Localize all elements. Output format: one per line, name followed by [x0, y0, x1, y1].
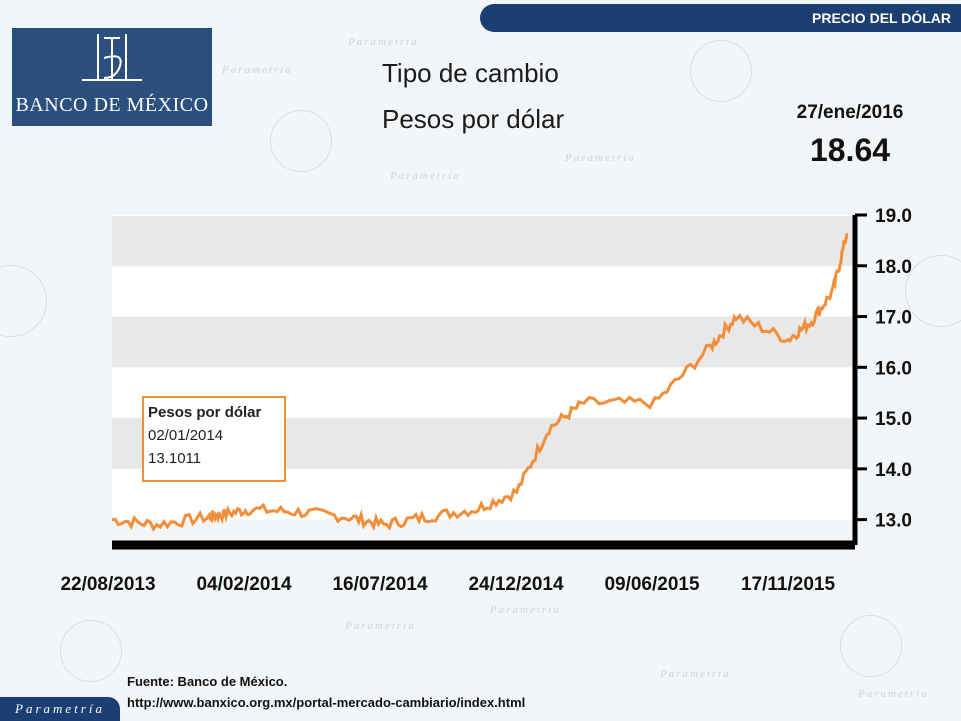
x-tick-label: 17/11/2015	[741, 574, 835, 595]
watermark-text: Parametría	[222, 64, 293, 76]
tooltip-date: 02/01/2014	[148, 427, 224, 444]
watermark-circle	[840, 615, 902, 677]
watermark-text: Parametría	[565, 152, 636, 164]
source-url[interactable]: http://www.banxico.org.mx/portal-mercado…	[127, 695, 526, 710]
watermark-text: Parametría	[345, 620, 416, 632]
y-tick-label: 15.0	[875, 409, 912, 430]
watermark-text: Parametría	[660, 668, 731, 680]
watermark-text: Parametría	[348, 36, 419, 48]
chart-title: Tipo de cambio	[382, 58, 559, 88]
source-note: Fuente: Banco de México. http://www.banx…	[127, 671, 525, 713]
x-tick-label: 24/12/2014	[468, 574, 564, 595]
chart-band	[112, 215, 855, 216]
y-tick-label: 13.0	[875, 511, 912, 532]
chart-band	[112, 215, 855, 266]
watermark-circle	[690, 40, 752, 102]
parametria-brand: Parametría	[0, 697, 120, 721]
watermark-text: Parametría	[858, 688, 929, 700]
watermark-text: Parametría	[490, 604, 561, 616]
x-tick-label: 22/08/2013	[60, 574, 155, 595]
banco-de-mexico-logo: BANCO DE MÉXICO	[12, 28, 212, 126]
tooltip-value: 13.1011	[148, 450, 202, 467]
section-banner: PRECIO DEL DÓLAR	[480, 4, 961, 32]
chart-band	[112, 265, 855, 317]
tooltip-title: Pesos por dólar	[148, 404, 262, 421]
logo-emblem-icon	[82, 34, 142, 81]
x-tick-label: 16/07/2014	[332, 574, 428, 595]
y-tick-label: 17.0	[875, 308, 912, 329]
x-tick-label: 09/06/2015	[604, 574, 700, 595]
chart-subtitle: Pesos por dólar	[382, 104, 565, 134]
series-line	[111, 233, 849, 533]
chart-tooltip: Pesos por dólar 02/01/2014 13.1011	[142, 396, 286, 482]
logo-text: BANCO DE MÉXICO	[15, 94, 209, 116]
y-tick-label: 16.0	[875, 358, 912, 379]
y-tick-label: 18.0	[875, 257, 912, 278]
y-tick-label: 19.0	[875, 206, 912, 227]
watermark-circle	[60, 620, 122, 682]
watermark-circle	[270, 110, 332, 172]
x-tick-label: 04/02/2014	[196, 574, 292, 595]
watermark-text: Parametría	[390, 170, 461, 182]
source-line: Fuente: Banco de México.	[127, 674, 288, 689]
latest-value: 18.64	[809, 132, 891, 168]
latest-date: 27/ene/2016	[796, 102, 904, 123]
y-tick-label: 14.0	[875, 460, 912, 481]
